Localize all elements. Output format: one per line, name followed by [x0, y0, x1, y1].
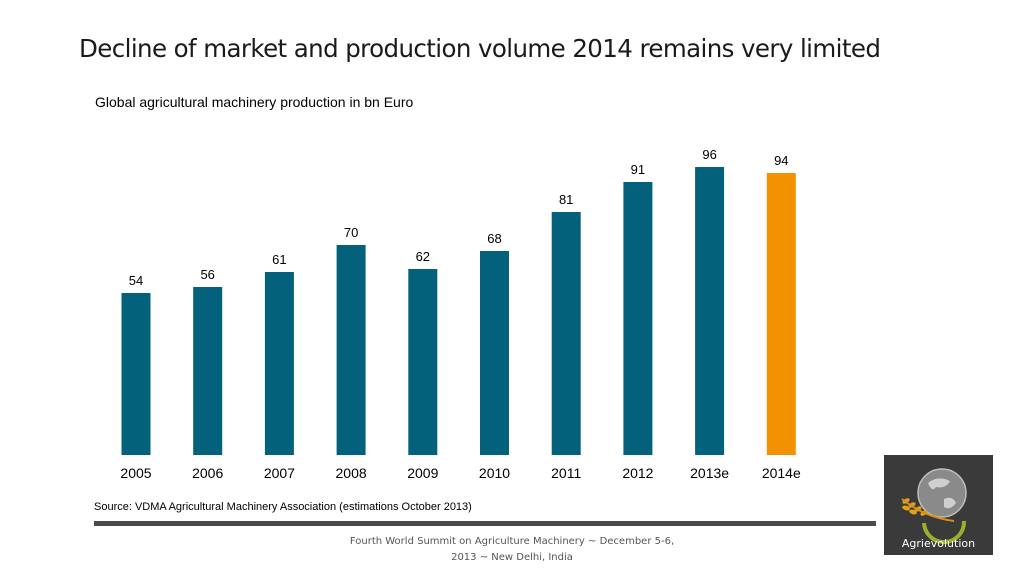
- bar-2014e: [766, 173, 796, 455]
- bar-chart: 54 2005 56 2006 61 2007 70 2008 62 2009 68 2010 81 20…: [120, 147, 801, 481]
- footer-text: Fourth World Summit on Agriculture Machi…: [349, 536, 675, 563]
- bar-2012: [623, 182, 653, 455]
- agrievolution-logo: Agrievolution: [884, 455, 993, 555]
- data-label-2014e: 94: [774, 153, 788, 168]
- bar-2011: [551, 212, 581, 455]
- data-label-2009: 62: [416, 249, 430, 264]
- x-tick-label-2005: 2005: [120, 465, 151, 481]
- x-tick-label-2011: 2011: [551, 465, 581, 481]
- footer-divider: [94, 521, 876, 526]
- data-label-2006: 56: [200, 267, 214, 282]
- chart-title: Global agricultural machinery production…: [95, 94, 414, 110]
- bar-2010: [480, 251, 509, 455]
- globe-wheat-icon: [901, 468, 967, 545]
- bar-2013e: [695, 167, 725, 455]
- source-note: Source: VDMA Agricultural Machinery Asso…: [94, 501, 472, 513]
- data-label-2013e: 96: [702, 147, 716, 162]
- x-tick-label-2013e: 2013e: [690, 465, 729, 481]
- x-tick-label-2008: 2008: [336, 465, 367, 481]
- bar-2005: [121, 293, 151, 455]
- bar-2006: [193, 287, 223, 455]
- data-label-2010: 68: [487, 231, 501, 246]
- x-tick-label-2014e: 2014e: [762, 465, 801, 481]
- x-tick-label-2012: 2012: [622, 465, 653, 481]
- slide-title: Decline of market and production volume …: [79, 34, 881, 63]
- bar-2009: [408, 269, 438, 455]
- x-tick-label-2010: 2010: [479, 465, 510, 481]
- x-tick-label-2009: 2009: [407, 465, 438, 481]
- data-label-2005: 54: [129, 273, 143, 288]
- logo-text: Agrievolution: [901, 537, 976, 550]
- x-tick-label-2006: 2006: [192, 465, 223, 481]
- bar-2008: [336, 245, 366, 455]
- data-label-2007: 61: [272, 252, 286, 267]
- data-label-2008: 70: [344, 225, 358, 240]
- data-label-2011: 81: [559, 192, 573, 207]
- bar-2007: [264, 272, 294, 455]
- data-label-2012: 91: [631, 162, 645, 177]
- x-tick-label-2007: 2007: [264, 465, 295, 481]
